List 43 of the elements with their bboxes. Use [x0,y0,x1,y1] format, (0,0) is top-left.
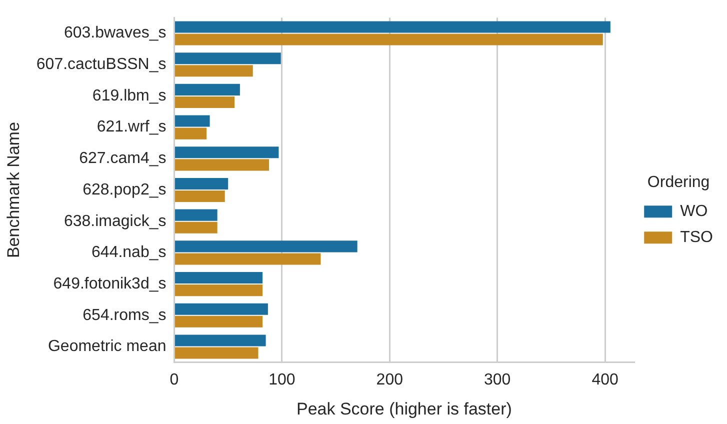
y-axis-title: Benchmark Name [4,122,23,258]
y-tick-label: 621.wrf_s [96,118,166,136]
bar [175,84,240,96]
y-tick-label: 644.nab_s [92,244,166,262]
bar [175,209,218,221]
bar [175,178,228,190]
bar [175,272,263,284]
bar [175,115,210,127]
x-tick-label: 200 [376,371,404,388]
legend-label: WO [680,203,708,220]
bar [175,65,253,77]
y-tick-label: 654.roms_s [82,306,166,324]
y-tick-label: 607.cactuBSSN_s [36,56,166,74]
x-axis-title: Peak Score (higher is faster) [296,399,512,418]
bar [175,334,266,346]
bar [175,347,258,359]
bar [175,128,207,140]
bar [175,240,358,252]
bar [175,284,263,296]
bar [175,303,268,315]
bar [175,52,281,64]
y-tick-label: Geometric mean [48,338,166,356]
bar [175,253,321,265]
x-tick-label: 300 [484,371,511,388]
x-tick-label: 400 [592,371,618,388]
bar [175,34,603,46]
x-tick-label: 0 [170,371,179,388]
legend-title: Ordering [647,174,710,191]
bar [175,96,235,108]
y-tick-label: 628.pop2_s [82,181,166,198]
y-tick-label: 619.lbm_s [92,87,166,104]
y-tick-label: 603.bwaves_s [64,24,166,42]
bar [175,146,279,158]
y-tick-label: 638.imagick_s [64,212,166,230]
bar [175,316,263,328]
legend-label: TSO [680,229,713,246]
x-tick-label: 100 [268,371,296,388]
bar [175,159,270,171]
bar [175,21,610,33]
y-tick-label: 627.cam4_s [79,150,166,168]
bar [175,190,225,202]
bar [175,222,218,234]
y-tick-label: 649.fotonik3d_s [53,275,166,292]
